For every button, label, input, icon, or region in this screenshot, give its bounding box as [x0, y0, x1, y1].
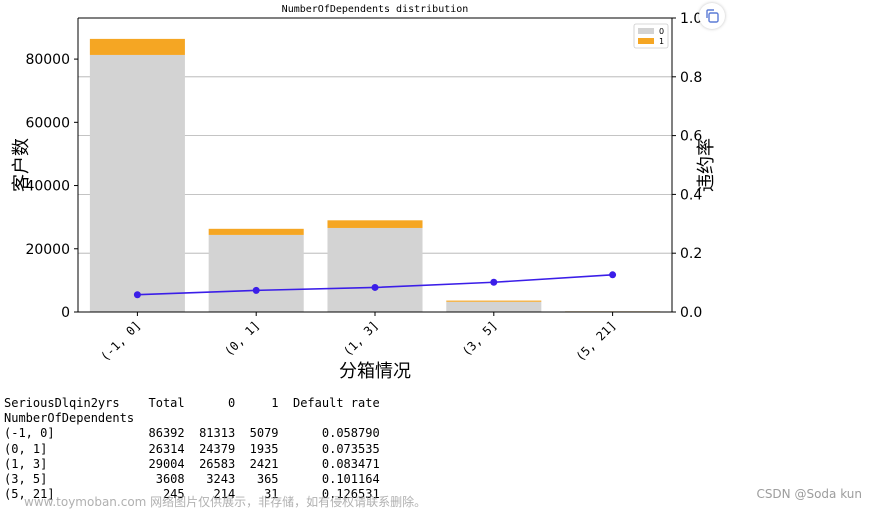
legend-swatch-0	[638, 28, 654, 34]
watermark-right: CSDN @Soda kun	[756, 487, 862, 501]
left-y-ticks: 0 20000 40000 60000 80000	[25, 52, 78, 321]
x-ticks: (-1, 0] (0, 1] (1, 3] (3, 5] (5, 21]	[98, 312, 619, 364]
legend-swatch-1	[638, 38, 654, 44]
bar-series-0	[209, 235, 304, 312]
x-tick-label: (3, 5]	[459, 318, 500, 359]
y-axis-label: 客户数	[11, 138, 32, 192]
legend: 01	[634, 24, 668, 48]
y2-tick-label: 0.8	[680, 70, 702, 86]
bars	[90, 39, 660, 312]
x-tick-label: (1, 3]	[341, 318, 382, 359]
default-rate-point	[609, 271, 616, 278]
bar-series-1	[446, 301, 541, 302]
bar-series-0	[90, 55, 185, 312]
copy-icon	[704, 8, 720, 24]
y-tick-label: 20000	[25, 242, 70, 258]
default-rate-point	[490, 279, 497, 286]
bar-series-0	[446, 302, 541, 312]
chart-title: NumberOfDependents distribution	[282, 4, 469, 15]
bar-series-1	[327, 220, 422, 228]
bar-series-1	[90, 39, 185, 55]
watermark-left: www.toymoban.com 网络图片仅供展示，非存储，如有侵权请联系删除。	[24, 493, 426, 510]
y2-tick-label: 0.0	[680, 305, 702, 321]
x-tick-label: (5, 21]	[573, 318, 619, 364]
default-rate-point	[253, 287, 260, 294]
legend-label: 1	[659, 37, 664, 46]
y-tick-label: 80000	[25, 52, 70, 68]
y2-tick-label: 0.2	[680, 246, 702, 262]
bar-series-1	[209, 229, 304, 235]
bar-series-0	[327, 228, 422, 312]
y-tick-label: 60000	[25, 115, 70, 131]
legend-label: 0	[659, 27, 664, 36]
y-tick-label: 0	[61, 305, 70, 321]
y-tick-label: 40000	[25, 179, 70, 195]
x-axis-label: 分箱情况	[339, 361, 411, 382]
summary-table: SeriousDlqin2yrs Total 0 1 Default rate …	[4, 396, 380, 502]
default-rate-point	[372, 284, 379, 291]
default-rate-point	[134, 291, 141, 298]
x-tick-label: (0, 1]	[222, 318, 263, 359]
copy-button[interactable]	[699, 3, 725, 29]
y2-axis-label: 违约率	[696, 138, 717, 192]
x-tick-label: (-1, 0]	[98, 318, 144, 364]
